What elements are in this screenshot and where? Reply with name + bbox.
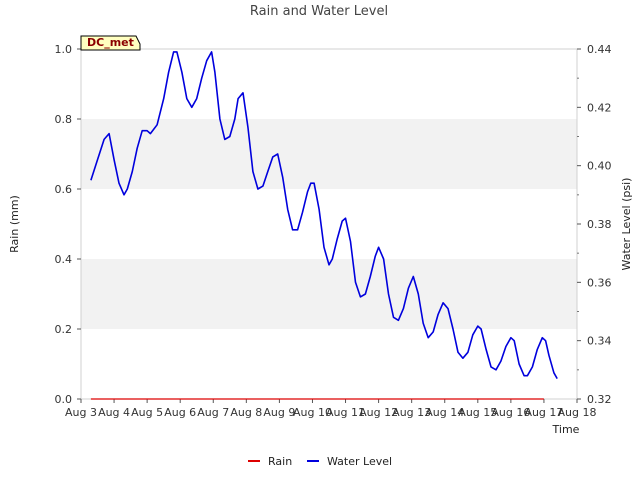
plot-frame <box>80 48 578 400</box>
x-tick-label: Aug 11 <box>326 406 365 419</box>
station-badge-label: DC_met <box>87 36 134 49</box>
x-axis-label: Time <box>552 423 580 436</box>
right-tick-label: 0.36 <box>587 276 612 289</box>
right-tick-label: 0.44 <box>587 43 612 56</box>
left-tick-label: 0.0 <box>55 393 73 406</box>
right-axis: 0.32 0.34 0.36 0.38 0.40 0.42 0.44 <box>577 43 612 406</box>
right-tick-label: 0.42 <box>587 101 612 114</box>
x-tick-label: Aug 4 <box>98 406 130 419</box>
x-tick-label: Aug 8 <box>230 406 262 419</box>
station-badge-shape <box>80 35 141 51</box>
x-tick-label: Aug 18 <box>558 406 597 419</box>
legend-label-rain: Rain <box>268 455 292 468</box>
series-line-water-level <box>90 51 558 379</box>
x-tick-label: Aug 7 <box>197 406 229 419</box>
x-tick-label: Aug 9 <box>263 406 295 419</box>
left-tick-label: 0.8 <box>55 113 73 126</box>
background-bands <box>81 119 577 329</box>
x-tick-label: Aug 6 <box>164 406 196 419</box>
x-tick-label: Aug 13 <box>392 406 431 419</box>
x-tick-label: Aug 17 <box>524 406 563 419</box>
left-tick-label: 0.2 <box>55 323 73 336</box>
chart-title: Rain and Water Level <box>250 4 388 19</box>
left-tick-label: 0.6 <box>55 183 73 196</box>
band-1 <box>81 119 577 189</box>
x-tick-label: Aug 14 <box>425 406 464 419</box>
right-tick-label: 0.34 <box>587 335 612 348</box>
station-badge: DC_met <box>80 35 141 51</box>
left-axis: 0.0 0.2 0.4 0.6 0.8 1.0 <box>55 43 81 406</box>
x-tick-label: Aug 10 <box>293 406 332 419</box>
right-tick-label: 0.40 <box>587 160 612 173</box>
x-tick-label: Aug 12 <box>359 406 398 419</box>
series-layer <box>90 51 558 400</box>
x-tick-label: Aug 15 <box>458 406 497 419</box>
legend-label-water-level: Water Level <box>327 455 392 468</box>
band-0 <box>81 259 577 329</box>
left-tick-label: 1.0 <box>55 43 73 56</box>
x-tick-label: Aug 16 <box>491 406 530 419</box>
left-axis-label: Rain (mm) <box>8 195 21 253</box>
right-tick-label: 0.38 <box>587 218 612 231</box>
right-axis-label: Water Level (psi) <box>620 178 633 271</box>
right-tick-label: 0.32 <box>587 393 612 406</box>
left-tick-label: 0.4 <box>55 253 73 266</box>
x-tick-label: Aug 3 <box>65 406 97 419</box>
x-tick-label: Aug 5 <box>131 406 163 419</box>
legend: Rain Water Level <box>248 455 392 468</box>
